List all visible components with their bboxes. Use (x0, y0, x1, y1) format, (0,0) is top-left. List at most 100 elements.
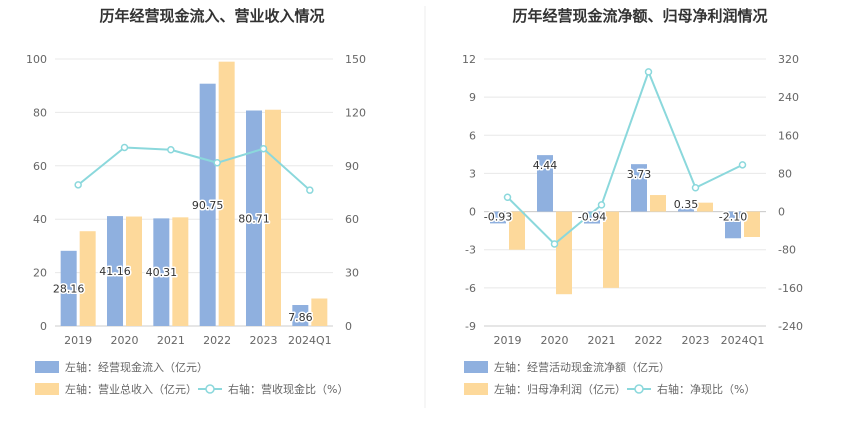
chart-2-left-tick-label: -6 (465, 282, 476, 295)
chart-1-right-tick-label: 150 (345, 53, 366, 66)
chart-2-left-tick-label: -3 (465, 244, 476, 257)
chart-2-bar-secondary (509, 211, 525, 250)
chart-1-legend-label: 左轴：营业总收入（亿元） (65, 382, 197, 396)
chart-2-right-tick-label: 160 (778, 129, 799, 142)
chart-2-legend-swatch (464, 361, 488, 373)
chart-2-bar-primary (584, 211, 600, 224)
chart-1-left-tick-label: 40 (33, 213, 47, 226)
chart-1-legend-label: 左轴：经营现金流入（亿元） (65, 360, 208, 374)
chart-1-legend-swatch (35, 361, 59, 373)
chart-1-line-point (213, 159, 221, 167)
chart-2-line-point (550, 240, 559, 248)
chart-2-bar-primary (490, 211, 506, 224)
chart-2-left-tick-label: 3 (469, 167, 476, 180)
chart-2-left-tick-label: 12 (462, 53, 476, 66)
chart-1-right-tick-label: 60 (345, 213, 359, 226)
chart-1-bar-secondary (126, 216, 142, 326)
chart-2-bar-secondary (556, 211, 572, 295)
chart-1-x-tick-label: 2021 (157, 334, 185, 347)
chart-1-x-tick-label: 2023 (250, 334, 278, 347)
chart-1-line-point (74, 181, 82, 189)
chart-2-x-tick-label: 2019 (494, 334, 522, 347)
chart-2-data-label: -2.10 (719, 211, 747, 224)
chart-1-bar-primary (246, 110, 262, 326)
chart-2-right-tick-label: 0 (778, 206, 785, 219)
chart-1-data-label: 41.16 (99, 265, 131, 278)
chart-2-bar-secondary (650, 195, 666, 212)
chart-1-bar-primary (60, 250, 77, 326)
chart-2-line-point (691, 183, 700, 192)
chart-1-bar-secondary (265, 109, 281, 326)
chart-2-bar-secondary (744, 211, 760, 237)
chart-1-left-tick-label: 80 (33, 106, 47, 119)
chart-2-legend-label: 左轴：归母净利润（亿元） (494, 382, 626, 396)
chart-2-line-point (503, 193, 512, 202)
chart-1-bar-primary (153, 218, 170, 326)
chart-2-left-tick-label: 0 (469, 206, 476, 219)
chart-2-title: 历年经营现金流净额、归母净利润情况 (512, 7, 767, 25)
chart-1-title: 历年经营现金流入、营业收入情况 (99, 7, 324, 25)
chart-1-right-tick-label: 120 (345, 106, 366, 119)
chart-1-data-label: 7.86 (288, 311, 313, 324)
chart-2-bar-secondary (603, 211, 619, 288)
chart-1-legend-line-marker (205, 384, 215, 394)
chart-1-line-series (77, 146, 311, 191)
chart-2-x-tick-label: 2020 (541, 334, 569, 347)
chart-2-left-tick-label: -9 (465, 320, 476, 333)
chart-2-line-series (506, 69, 743, 246)
chart-1-line-point (306, 186, 314, 194)
chart-2-legend-label: 右轴：净现比（%） (657, 382, 755, 396)
chart-2-data-label: -0.94 (578, 211, 606, 224)
chart-1-legend-swatch (35, 383, 59, 395)
chart-2-x-tick-label: 2023 (682, 334, 710, 347)
chart-1-bar-primary (107, 216, 123, 326)
chart-1-x-tick-label: 2022 (203, 334, 231, 347)
chart-1-left-tick-label: 60 (33, 160, 47, 173)
chart-1-left-tick-label: 100 (26, 53, 47, 66)
chart-2-left-tick-label: 9 (469, 91, 476, 104)
chart-2-right-tick-label: 320 (778, 53, 799, 66)
chart-2-bar-primary (631, 164, 647, 212)
chart-1-data-label: 28.16 (53, 282, 85, 295)
chart-1-bar-primary (292, 305, 309, 326)
chart-2-right-tick-label: -80 (778, 244, 796, 257)
chart-2-bar-secondary (697, 202, 713, 212)
chart-2-bar-primary (725, 211, 741, 239)
chart-2-bar-primary (537, 155, 553, 212)
chart-2-line-point (597, 201, 606, 209)
chart-2-x-tick-label: 2021 (588, 334, 616, 347)
chart-1-line-point (259, 144, 268, 153)
chart-2-data-label: 0.35 (674, 198, 699, 211)
chart-1-bar-secondary (79, 231, 96, 326)
chart-2-right-tick-label: -240 (778, 320, 803, 333)
chart-2-bar-primary (678, 207, 694, 212)
chart-1-data-label: 80.71 (238, 212, 270, 225)
chart-1-x-tick-label: 2020 (111, 334, 139, 347)
chart-2-data-label: 3.73 (627, 168, 652, 181)
chart-2-right-tick-label: 240 (778, 91, 799, 104)
chart-2-legend-line-marker (634, 384, 644, 394)
chart-2-right-tick-label: -160 (778, 282, 803, 295)
chart-1-left-tick-label: 20 (33, 267, 47, 280)
chart-2-legend-swatch (464, 383, 488, 395)
chart-1-right-tick-label: 0 (345, 320, 352, 333)
chart-1-left-tick-label: 0 (40, 320, 47, 333)
chart-2-line-point (738, 161, 747, 169)
chart-1-x-tick-label: 2019 (64, 334, 92, 347)
chart-2-left-tick-label: 6 (469, 129, 476, 142)
chart-1-bar-secondary (172, 217, 189, 326)
chart-2-legend-label: 左轴：经营活动现金流净额（亿元） (494, 360, 670, 374)
chart-2-line-point (644, 68, 653, 76)
chart-1-line-point (120, 143, 129, 152)
chart-2-data-label: -0.93 (484, 211, 512, 224)
chart-1-bar-secondary (311, 298, 328, 326)
chart-1-x-tick-label: 2024Q1 (288, 334, 332, 347)
chart-1-legend-label: 右轴：营收现金比（%） (228, 382, 348, 396)
chart-2-x-tick-label: 2024Q1 (721, 334, 765, 347)
chart-1-right-tick-label: 90 (345, 160, 359, 173)
chart-1-bar-secondary (218, 61, 235, 327)
chart-2-right-tick-label: 80 (778, 167, 792, 180)
chart-1-bar-primary (199, 83, 216, 326)
